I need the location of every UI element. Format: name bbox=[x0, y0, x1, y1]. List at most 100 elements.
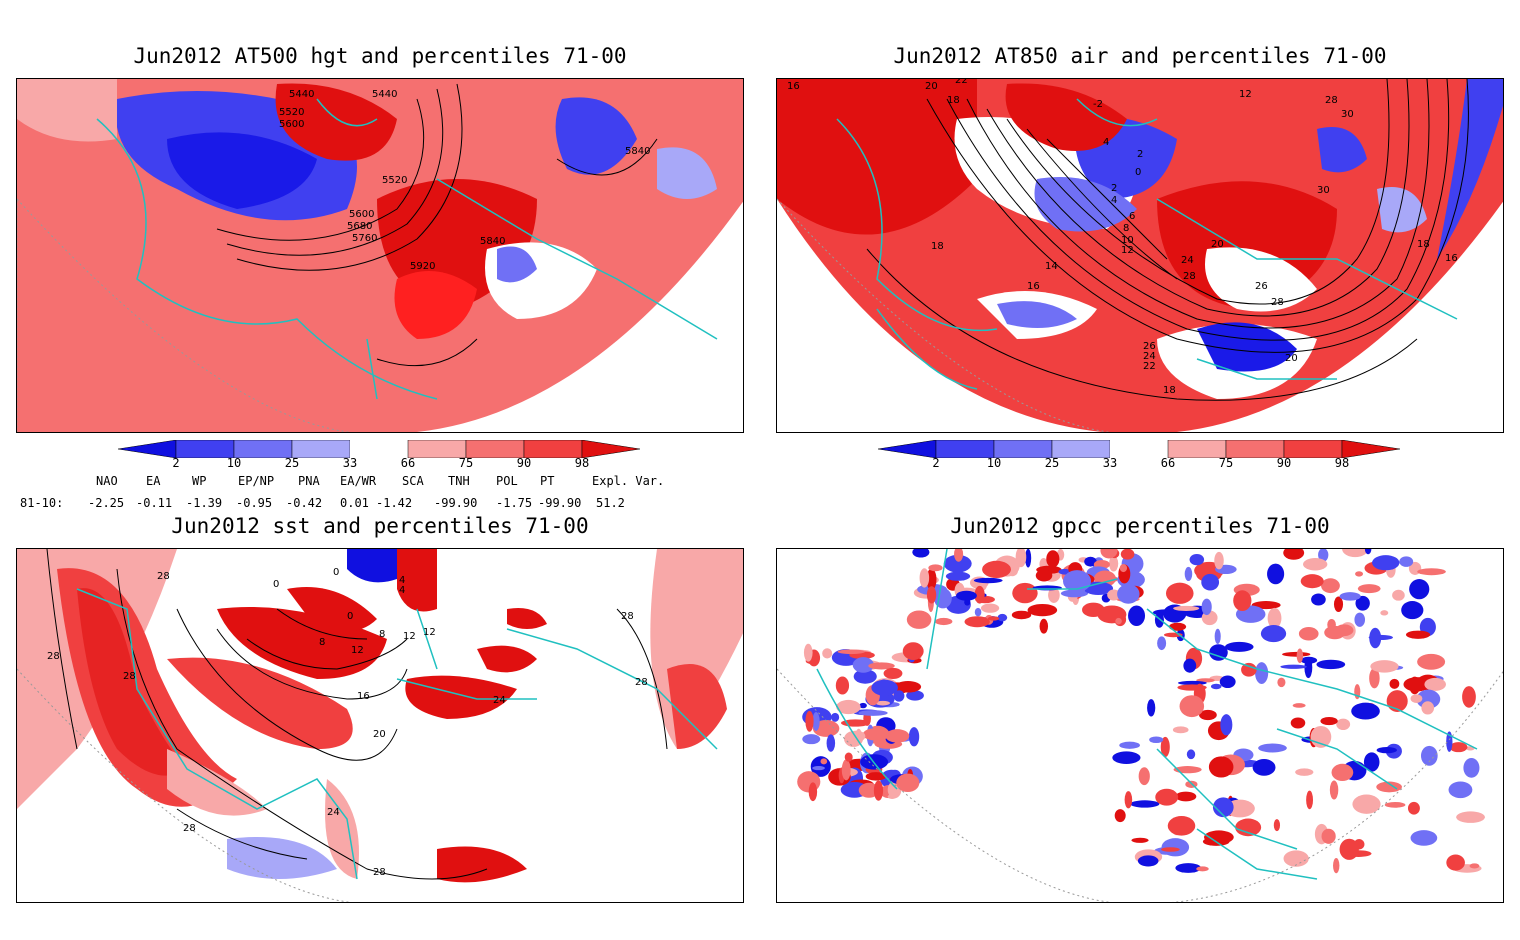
colorbar-1-labels: 2 10 25 33 66 75 90 98 bbox=[0, 456, 760, 472]
colorbar-label: 33 bbox=[1102, 456, 1118, 470]
teleconnection-value: -1.39 bbox=[186, 496, 223, 510]
gpcc-blob bbox=[1100, 549, 1118, 559]
p3-contour-label: 28 bbox=[183, 823, 196, 834]
p2-contour-label: 22 bbox=[955, 79, 968, 86]
gpcc-blob bbox=[956, 590, 977, 601]
gpcc-blob bbox=[1380, 610, 1389, 616]
p2-contour-label: 16 bbox=[787, 81, 800, 92]
gpcc-blob bbox=[1027, 603, 1058, 617]
gpcc-blob bbox=[1311, 593, 1326, 606]
colorbar-label: 90 bbox=[1276, 456, 1292, 470]
gpcc-blob bbox=[1283, 850, 1309, 867]
colorbar-label: 75 bbox=[1218, 456, 1234, 470]
p1-contour-label: 5680 bbox=[347, 221, 372, 232]
p1-contour-label: 5760 bbox=[352, 233, 377, 244]
p3-contour-label: 28 bbox=[123, 671, 136, 682]
gpcc-blob bbox=[1204, 830, 1234, 844]
gpcc-blob bbox=[1035, 569, 1053, 582]
teleconnection-header: EA/WR bbox=[340, 474, 377, 488]
teleconnection-header: EP/NP bbox=[238, 474, 275, 488]
p1-contour-label: 5440 bbox=[372, 89, 397, 100]
gpcc-blob bbox=[964, 616, 990, 628]
p3-contour-label: 28 bbox=[47, 651, 60, 662]
gpcc-blob bbox=[853, 669, 877, 684]
gpcc-blob bbox=[1196, 866, 1209, 872]
colorbar-2 bbox=[878, 440, 1401, 458]
gpcc-blob bbox=[1152, 609, 1182, 616]
gpcc-blob bbox=[1186, 749, 1196, 760]
gpcc-blob bbox=[896, 773, 920, 793]
gpcc-blob bbox=[919, 568, 930, 588]
gpcc-blob bbox=[1329, 780, 1339, 800]
p2-contour-label: 8 bbox=[1123, 223, 1129, 234]
gpcc-blob bbox=[1333, 596, 1344, 613]
gpcc-blob bbox=[893, 690, 905, 702]
gpcc-blob bbox=[1252, 759, 1276, 776]
gpcc-blob bbox=[1306, 790, 1314, 810]
gpcc-blob bbox=[1172, 726, 1189, 734]
gpcc-blob bbox=[1046, 550, 1060, 568]
gpcc-blob bbox=[1214, 551, 1224, 570]
gpcc-blob bbox=[1448, 781, 1473, 799]
gpcc-blob bbox=[934, 617, 953, 626]
gpcc-blob bbox=[1260, 625, 1287, 643]
teleconnection-header: PT bbox=[540, 474, 555, 488]
gpcc-blob bbox=[1168, 622, 1187, 631]
gpcc-blob bbox=[1124, 791, 1133, 809]
gpcc-blob bbox=[1233, 590, 1252, 612]
gpcc-blob bbox=[1161, 847, 1180, 852]
p2-contour-label: 12 bbox=[1239, 89, 1252, 100]
p3-contour-label: 4 bbox=[399, 585, 405, 596]
gpcc-blob bbox=[1165, 582, 1194, 604]
p2-contour-label: 30 bbox=[1341, 109, 1354, 120]
gpcc-blob bbox=[875, 700, 890, 706]
teleconnection-header: TNH bbox=[448, 474, 470, 488]
gpcc-blob bbox=[1267, 607, 1282, 629]
gpcc-blob bbox=[841, 759, 851, 781]
teleconnection-header: POL bbox=[496, 474, 518, 488]
p3-contour-label: 8 bbox=[379, 629, 385, 640]
gpcc-blob bbox=[873, 780, 884, 801]
panel-2-title: Jun2012 AT850 air and percentiles 71-00 bbox=[893, 44, 1387, 68]
gpcc-blob bbox=[1370, 660, 1399, 673]
p3-contour-label: 28 bbox=[373, 867, 386, 878]
gpcc-blob bbox=[826, 734, 836, 752]
p2-contour-label: 26 bbox=[1255, 281, 1268, 292]
gpcc-blob bbox=[1321, 828, 1336, 844]
gpcc-blob bbox=[1303, 558, 1328, 571]
gpcc-blob bbox=[1210, 683, 1222, 690]
gpcc-blob bbox=[1258, 743, 1287, 753]
gpcc-blob bbox=[1011, 610, 1032, 620]
panel-3-map: 28 0 0 4 4 8 12 8 12 0 12 16 20 28 28 24… bbox=[16, 548, 744, 903]
p3-contour-label: 12 bbox=[423, 627, 436, 638]
colorbar-2-labels: 2 10 25 33 66 75 90 98 bbox=[760, 456, 1520, 472]
gpcc-blob bbox=[894, 681, 922, 693]
gpcc-blob bbox=[1355, 571, 1364, 577]
teleconnection-value: -0.11 bbox=[136, 496, 173, 510]
p3-contour-label: 4 bbox=[399, 575, 405, 586]
gpcc-blob bbox=[1220, 714, 1233, 736]
gpcc-blobs bbox=[797, 549, 1485, 874]
gpcc-blob bbox=[802, 734, 821, 745]
gpcc-blob bbox=[1214, 628, 1221, 645]
gpcc-blob bbox=[1421, 701, 1435, 715]
gpcc-blob bbox=[1167, 816, 1196, 836]
gpcc-blob bbox=[1112, 751, 1141, 765]
gpcc-blob bbox=[1407, 801, 1420, 815]
teleconnection-header: PNA bbox=[298, 474, 320, 488]
teleconnection-value: -2.25 bbox=[88, 496, 125, 510]
colorbar-label: 2 bbox=[932, 456, 940, 470]
gpcc-blob bbox=[902, 642, 924, 661]
gpcc-blob bbox=[1179, 695, 1205, 718]
gpcc-blob bbox=[974, 607, 982, 617]
gpcc-blob bbox=[1295, 768, 1314, 776]
gpcc-blob bbox=[974, 585, 985, 604]
gpcc-blob bbox=[1363, 752, 1380, 772]
p3-contour-label: 24 bbox=[493, 695, 506, 706]
p3-contour-label: 28 bbox=[621, 611, 634, 622]
gpcc-blob bbox=[1417, 568, 1446, 576]
gpcc-blob bbox=[865, 772, 887, 781]
panel-1-svg: 5440 5520 5600 5440 5520 5600 5680 5760 … bbox=[17, 79, 743, 432]
p1-contour-label: 5520 bbox=[279, 107, 304, 118]
gpcc-blob bbox=[803, 643, 813, 662]
